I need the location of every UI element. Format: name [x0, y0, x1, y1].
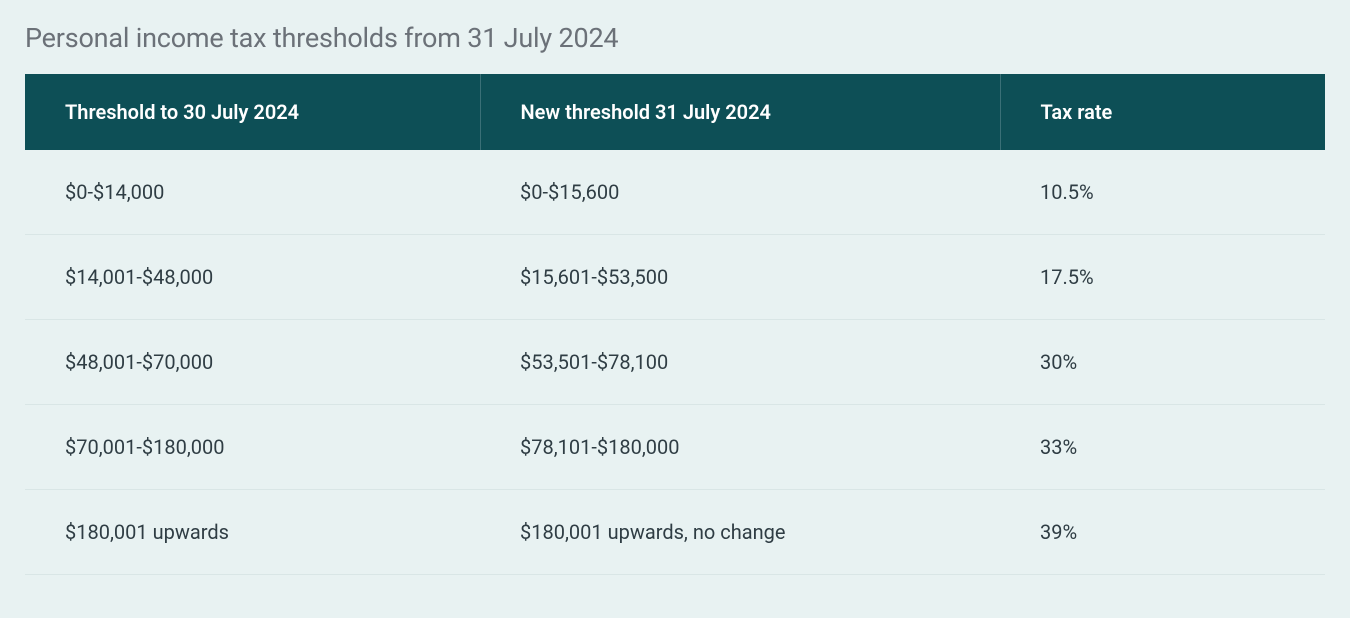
cell-tax-rate: 17.5%	[1000, 235, 1325, 320]
table-header-old-threshold: Threshold to 30 July 2024	[25, 74, 480, 150]
cell-old-threshold: $180,001 upwards	[25, 490, 480, 575]
table-header-new-threshold: New threshold 31 July 2024	[480, 74, 1000, 150]
cell-old-threshold: $0-$14,000	[25, 150, 480, 235]
cell-new-threshold: $15,601-$53,500	[480, 235, 1000, 320]
cell-new-threshold: $53,501-$78,100	[480, 320, 1000, 405]
page-title: Personal income tax thresholds from 31 J…	[25, 22, 1325, 54]
cell-new-threshold: $180,001 upwards, no change	[480, 490, 1000, 575]
cell-new-threshold: $0-$15,600	[480, 150, 1000, 235]
cell-new-threshold: $78,101-$180,000	[480, 405, 1000, 490]
table-row: $0-$14,000 $0-$15,600 10.5%	[25, 150, 1325, 235]
cell-old-threshold: $48,001-$70,000	[25, 320, 480, 405]
table-header-row: Threshold to 30 July 2024 New threshold …	[25, 74, 1325, 150]
cell-tax-rate: 30%	[1000, 320, 1325, 405]
cell-old-threshold: $70,001-$180,000	[25, 405, 480, 490]
table-row: $14,001-$48,000 $15,601-$53,500 17.5%	[25, 235, 1325, 320]
cell-tax-rate: 33%	[1000, 405, 1325, 490]
table-row: $70,001-$180,000 $78,101-$180,000 33%	[25, 405, 1325, 490]
cell-tax-rate: 10.5%	[1000, 150, 1325, 235]
tax-thresholds-table: Threshold to 30 July 2024 New threshold …	[25, 74, 1325, 575]
table-row: $48,001-$70,000 $53,501-$78,100 30%	[25, 320, 1325, 405]
table-row: $180,001 upwards $180,001 upwards, no ch…	[25, 490, 1325, 575]
cell-tax-rate: 39%	[1000, 490, 1325, 575]
cell-old-threshold: $14,001-$48,000	[25, 235, 480, 320]
table-header-tax-rate: Tax rate	[1000, 74, 1325, 150]
